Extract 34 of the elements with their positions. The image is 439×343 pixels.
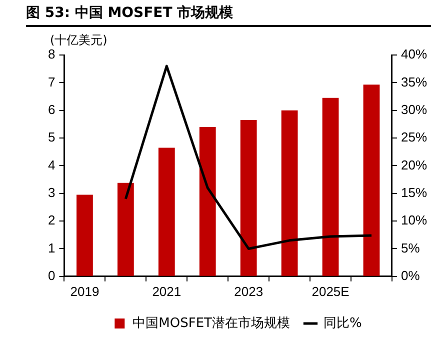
x-tick-label: 2023 (234, 284, 264, 299)
y-tick-label: 8 (48, 46, 56, 62)
y-axis-title: (十亿美元) (50, 33, 108, 48)
bar (322, 98, 339, 276)
y2-tick-label: 40% (400, 46, 428, 62)
y2-tick-label: 5% (400, 240, 420, 256)
y2-tick-label: 20% (400, 157, 428, 172)
y-tick-label: 5 (48, 130, 56, 145)
bar (281, 110, 298, 276)
y2-tick-label: 35% (400, 74, 428, 90)
bar (199, 126, 216, 276)
y-tick-label: 4 (48, 157, 56, 172)
y-tick-label: 0 (48, 268, 56, 283)
y-tick-label: 3 (48, 184, 56, 200)
y2-tick-label: 10% (400, 212, 428, 228)
y-tick-label: 7 (48, 74, 56, 90)
y2-tick-label: 15% (400, 184, 428, 200)
bar (158, 148, 175, 276)
x-tick-label: 2025E (312, 284, 350, 299)
y-tick-label: 2 (48, 212, 56, 228)
y-tick-label: 1 (48, 240, 56, 256)
y2-tick-label: 30% (400, 102, 428, 117)
legend-label: 同比% (323, 316, 362, 331)
legend-label: 中国MOSFET潜在市场规模 (132, 316, 290, 331)
bar (240, 120, 257, 276)
chart-title: 图 53: 中国 MOSFET 市场规模 (26, 4, 431, 27)
bar (76, 194, 93, 276)
bar (363, 84, 380, 276)
x-tick-label: 2021 (152, 284, 182, 299)
y2-tick-label: 0% (400, 268, 420, 283)
x-tick-label: 2019 (70, 284, 100, 299)
y2-tick-label: 25% (400, 130, 428, 145)
y-tick-label: 6 (48, 102, 56, 117)
bar (117, 182, 134, 276)
